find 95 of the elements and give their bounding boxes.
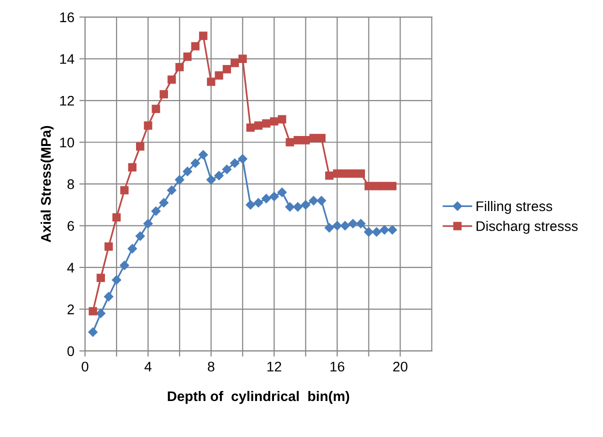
point <box>238 54 247 63</box>
point <box>317 134 326 142</box>
point <box>191 42 200 50</box>
point <box>174 175 184 184</box>
point <box>356 219 366 228</box>
point <box>120 186 129 194</box>
point <box>364 182 373 190</box>
point <box>388 225 397 235</box>
point <box>262 119 270 128</box>
point <box>198 150 208 160</box>
y-tick-label: 0 <box>67 346 74 356</box>
x-tick-label: 16 <box>330 362 344 372</box>
point <box>88 328 98 337</box>
point <box>372 227 382 237</box>
point <box>380 225 390 235</box>
point <box>88 307 98 316</box>
point <box>356 169 365 178</box>
x-tick-label: 4 <box>144 362 152 372</box>
point <box>112 275 122 285</box>
y-tick-label: 14 <box>60 54 74 64</box>
point <box>120 260 130 270</box>
point <box>230 158 240 168</box>
point <box>96 274 105 282</box>
point <box>254 198 264 208</box>
point <box>293 202 302 212</box>
point <box>112 213 121 222</box>
point <box>206 78 216 86</box>
x-tick-label: 8 <box>208 362 214 372</box>
point <box>348 219 358 228</box>
point <box>152 104 160 114</box>
point <box>372 182 381 190</box>
x-tick-label: 12 <box>267 362 282 372</box>
point <box>175 62 184 72</box>
point <box>168 75 176 84</box>
point <box>144 121 152 130</box>
legend-label: Discharg stresss <box>476 220 578 234</box>
y-tick-label: 12 <box>60 96 74 106</box>
y-tick-label: 2 <box>68 304 74 314</box>
y-axis-title: Axial Stress(MPa) <box>40 126 54 242</box>
point <box>302 136 310 144</box>
y-tick-label: 16 <box>60 12 74 22</box>
point <box>104 292 114 302</box>
x-tick-label: 0 <box>82 362 88 372</box>
point <box>159 198 168 208</box>
point <box>136 142 144 151</box>
point <box>324 223 334 232</box>
point <box>190 158 200 168</box>
point <box>222 164 232 174</box>
y-tick-label: 10 <box>60 138 74 148</box>
point <box>151 206 161 216</box>
point <box>199 32 208 40</box>
point <box>214 71 224 80</box>
point <box>230 58 239 68</box>
point <box>316 196 326 206</box>
point <box>270 117 278 126</box>
point <box>143 219 153 228</box>
point <box>325 171 334 180</box>
point <box>285 202 295 212</box>
point <box>246 123 255 132</box>
legend-label: Filling stress <box>476 200 552 214</box>
point <box>286 138 294 146</box>
y-tick-label: 8 <box>67 179 74 190</box>
point <box>206 175 216 184</box>
point <box>340 169 350 178</box>
point <box>308 196 318 206</box>
point <box>254 121 263 130</box>
point <box>332 221 342 230</box>
point <box>340 221 350 230</box>
point <box>136 232 145 241</box>
point <box>388 182 397 190</box>
point <box>128 163 136 172</box>
point <box>294 136 302 144</box>
point <box>104 242 113 251</box>
point <box>364 227 374 237</box>
point <box>309 134 318 142</box>
point <box>246 200 256 210</box>
point <box>277 188 287 197</box>
point <box>301 200 310 210</box>
point <box>262 194 271 204</box>
y-tick-label: 6 <box>68 221 74 231</box>
point <box>238 154 248 164</box>
y-tick-label: 4 <box>67 262 74 272</box>
point <box>183 52 192 61</box>
x-axis-title: Depth of cylindrical bin(m) <box>168 390 350 404</box>
point <box>167 186 176 195</box>
point <box>278 115 286 124</box>
point <box>214 171 224 180</box>
point <box>128 244 137 254</box>
point <box>160 90 168 98</box>
point <box>333 169 342 178</box>
point <box>270 192 279 202</box>
point <box>222 65 232 74</box>
x-tick-label: 20 <box>393 362 408 372</box>
point <box>96 308 106 318</box>
point <box>182 166 192 176</box>
